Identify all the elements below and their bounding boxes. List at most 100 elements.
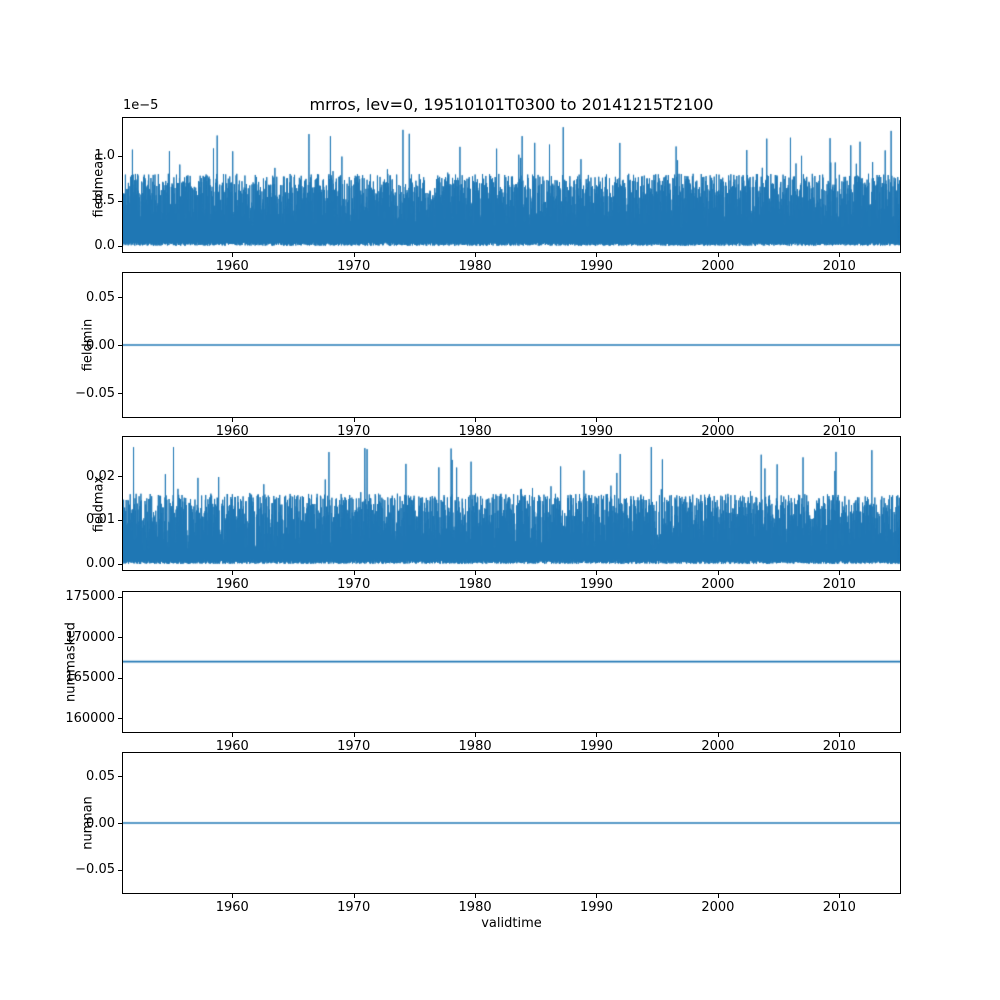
- x-tick-label: 1980: [458, 900, 492, 915]
- figure-title: mrros, lev=0, 19510101T0300 to 20141215T…: [309, 95, 714, 114]
- y-tick-label: 170000: [65, 629, 115, 645]
- x-tick-label: 2010: [822, 900, 856, 915]
- subplot-fieldmax: [122, 436, 901, 571]
- y-tick-label: 0.05: [86, 289, 115, 305]
- y-tick-mark: [118, 393, 122, 394]
- x-tick-mark: [353, 418, 355, 422]
- x-tick-label: 1980: [458, 739, 492, 754]
- x-tick-label: 1960: [215, 739, 249, 754]
- x-tick-mark: [839, 894, 841, 898]
- y-tick-mark: [118, 200, 122, 202]
- x-tick-label: 2000: [701, 259, 735, 274]
- x-tick-label: 1990: [579, 900, 614, 915]
- x-tick-label: 1980: [458, 259, 492, 274]
- x-tick-mark: [475, 733, 477, 737]
- x-tick-label: 2000: [701, 900, 735, 915]
- x-tick-label: 2000: [701, 739, 735, 754]
- x-tick-mark: [839, 253, 841, 257]
- x-tick-mark: [475, 418, 477, 422]
- x-tick-label: 2010: [822, 424, 856, 439]
- x-tick-mark: [717, 733, 719, 737]
- series-canvas-fieldmean: [123, 118, 900, 252]
- y-tick-label: 0.05: [86, 768, 115, 784]
- x-tick-mark: [596, 418, 598, 422]
- series-canvas-nummasked: [123, 592, 900, 732]
- x-tick-label: 2010: [822, 577, 856, 592]
- x-tick-mark: [596, 253, 598, 257]
- x-tick-mark: [232, 253, 234, 257]
- x-tick-mark: [717, 894, 719, 898]
- x-tick-mark: [353, 253, 355, 257]
- y-tick-label: 0.5: [94, 193, 115, 209]
- x-tick-mark: [353, 733, 355, 737]
- y-tick-label: 160000: [65, 710, 115, 726]
- subplot-numnan: [122, 752, 901, 894]
- y-tick-label: 0.0: [94, 238, 115, 254]
- x-tick-mark: [839, 418, 841, 422]
- x-tick-label: 1990: [579, 739, 614, 754]
- y-tick-mark: [118, 245, 122, 247]
- subplot-fieldmin: [122, 272, 901, 418]
- x-tick-label: 1980: [458, 577, 492, 592]
- x-tick-label: 1970: [337, 424, 371, 439]
- x-tick-label: 1960: [215, 424, 249, 439]
- y-tick-label: 0.00: [86, 815, 115, 831]
- y-tick-label: −0.05: [75, 385, 115, 401]
- y-tick-label: 0.02: [86, 468, 115, 484]
- series-canvas-numnan: [123, 753, 900, 893]
- series-canvas-fieldmax: [123, 437, 900, 570]
- x-tick-mark: [717, 571, 719, 575]
- y-tick-label: 165000: [65, 670, 115, 686]
- x-tick-label: 1990: [579, 424, 614, 439]
- y-tick-mark: [118, 869, 122, 871]
- y-tick-mark: [118, 718, 122, 720]
- y-tick-mark: [118, 476, 122, 478]
- x-tick-label: 1970: [337, 259, 371, 274]
- y-tick-label: −0.05: [75, 862, 115, 878]
- x-tick-label: 2010: [822, 739, 856, 754]
- x-tick-mark: [717, 418, 719, 422]
- series-canvas-fieldmin: [123, 273, 900, 417]
- subplot-fieldmean: [122, 117, 901, 253]
- y-tick-mark: [118, 776, 122, 778]
- x-tick-mark: [353, 571, 355, 575]
- x-tick-mark: [475, 894, 477, 898]
- y-tick-mark: [118, 677, 122, 679]
- y-tick-label: 175000: [65, 589, 115, 605]
- y-tick-mark: [118, 297, 122, 298]
- x-tick-mark: [596, 894, 598, 898]
- y-tick-label: 0.01: [86, 512, 115, 528]
- x-tick-mark: [232, 894, 234, 898]
- x-tick-label: 1960: [215, 900, 249, 915]
- y-tick-mark: [118, 596, 122, 598]
- y-tick-mark: [118, 823, 122, 824]
- x-tick-mark: [232, 418, 234, 422]
- x-tick-label: 2000: [701, 424, 735, 439]
- x-tick-mark: [596, 571, 598, 575]
- y-tick-label: 0.00: [86, 337, 115, 353]
- x-tick-label: 1970: [337, 577, 371, 592]
- y-tick-label: 1.0: [94, 148, 115, 164]
- x-tick-mark: [475, 253, 477, 257]
- y-axis-offset-label: 1e−5: [123, 98, 159, 113]
- x-tick-label: 1990: [579, 259, 614, 274]
- y-tick-mark: [118, 563, 122, 565]
- x-tick-label: 1960: [215, 577, 249, 592]
- y-tick-label: 0.00: [86, 556, 115, 572]
- x-tick-mark: [839, 571, 841, 575]
- x-tick-label: 1960: [215, 259, 249, 274]
- x-tick-mark: [717, 253, 719, 257]
- x-tick-label: 1980: [458, 424, 492, 439]
- x-tick-mark: [232, 733, 234, 737]
- x-tick-mark: [839, 733, 841, 737]
- x-tick-label: 1990: [579, 577, 614, 592]
- x-axis-label: validtime: [481, 916, 542, 931]
- x-tick-label: 1970: [337, 900, 371, 915]
- x-tick-mark: [353, 894, 355, 898]
- x-tick-label: 2010: [822, 259, 856, 274]
- x-tick-label: 2000: [701, 577, 735, 592]
- x-tick-label: 1970: [337, 739, 371, 754]
- x-tick-mark: [475, 571, 477, 575]
